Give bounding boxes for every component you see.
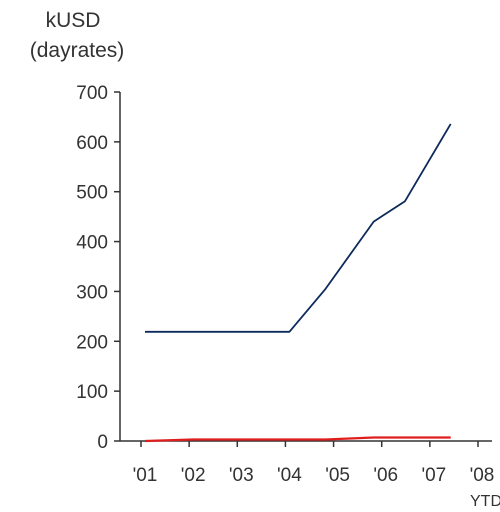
y-tick-label-400: 400	[76, 233, 108, 254]
x-tick-label-5: '06	[373, 465, 398, 486]
y-tick-label-200: 200	[76, 332, 108, 353]
y-tick-label-700: 700	[76, 83, 108, 104]
x-tick-sublabel-7: YTD	[470, 493, 500, 510]
y-tick-label-0: 0	[97, 432, 108, 453]
y-tick-label-300: 300	[76, 282, 108, 303]
x-tick-label-2: '03	[229, 465, 254, 486]
x-tick-label-0: '01	[133, 465, 158, 486]
y-tick-label-500: 500	[76, 183, 108, 204]
x-tick-label-7: '08	[470, 465, 495, 486]
series-line-2	[144, 436, 451, 443]
x-tick-label-3: '04	[277, 465, 302, 486]
x-tick-label-6: '07	[421, 465, 446, 486]
y-tick-label-100: 100	[76, 382, 108, 403]
series-line-1	[145, 123, 452, 333]
x-tick-label-1: '02	[181, 465, 206, 486]
x-tick-label-4: '05	[325, 465, 350, 486]
y-axis-label-line-2: (dayrates)	[29, 39, 125, 62]
y-tick-label-600: 600	[76, 133, 108, 154]
y-axis-label-line-1: kUSD	[45, 9, 101, 32]
